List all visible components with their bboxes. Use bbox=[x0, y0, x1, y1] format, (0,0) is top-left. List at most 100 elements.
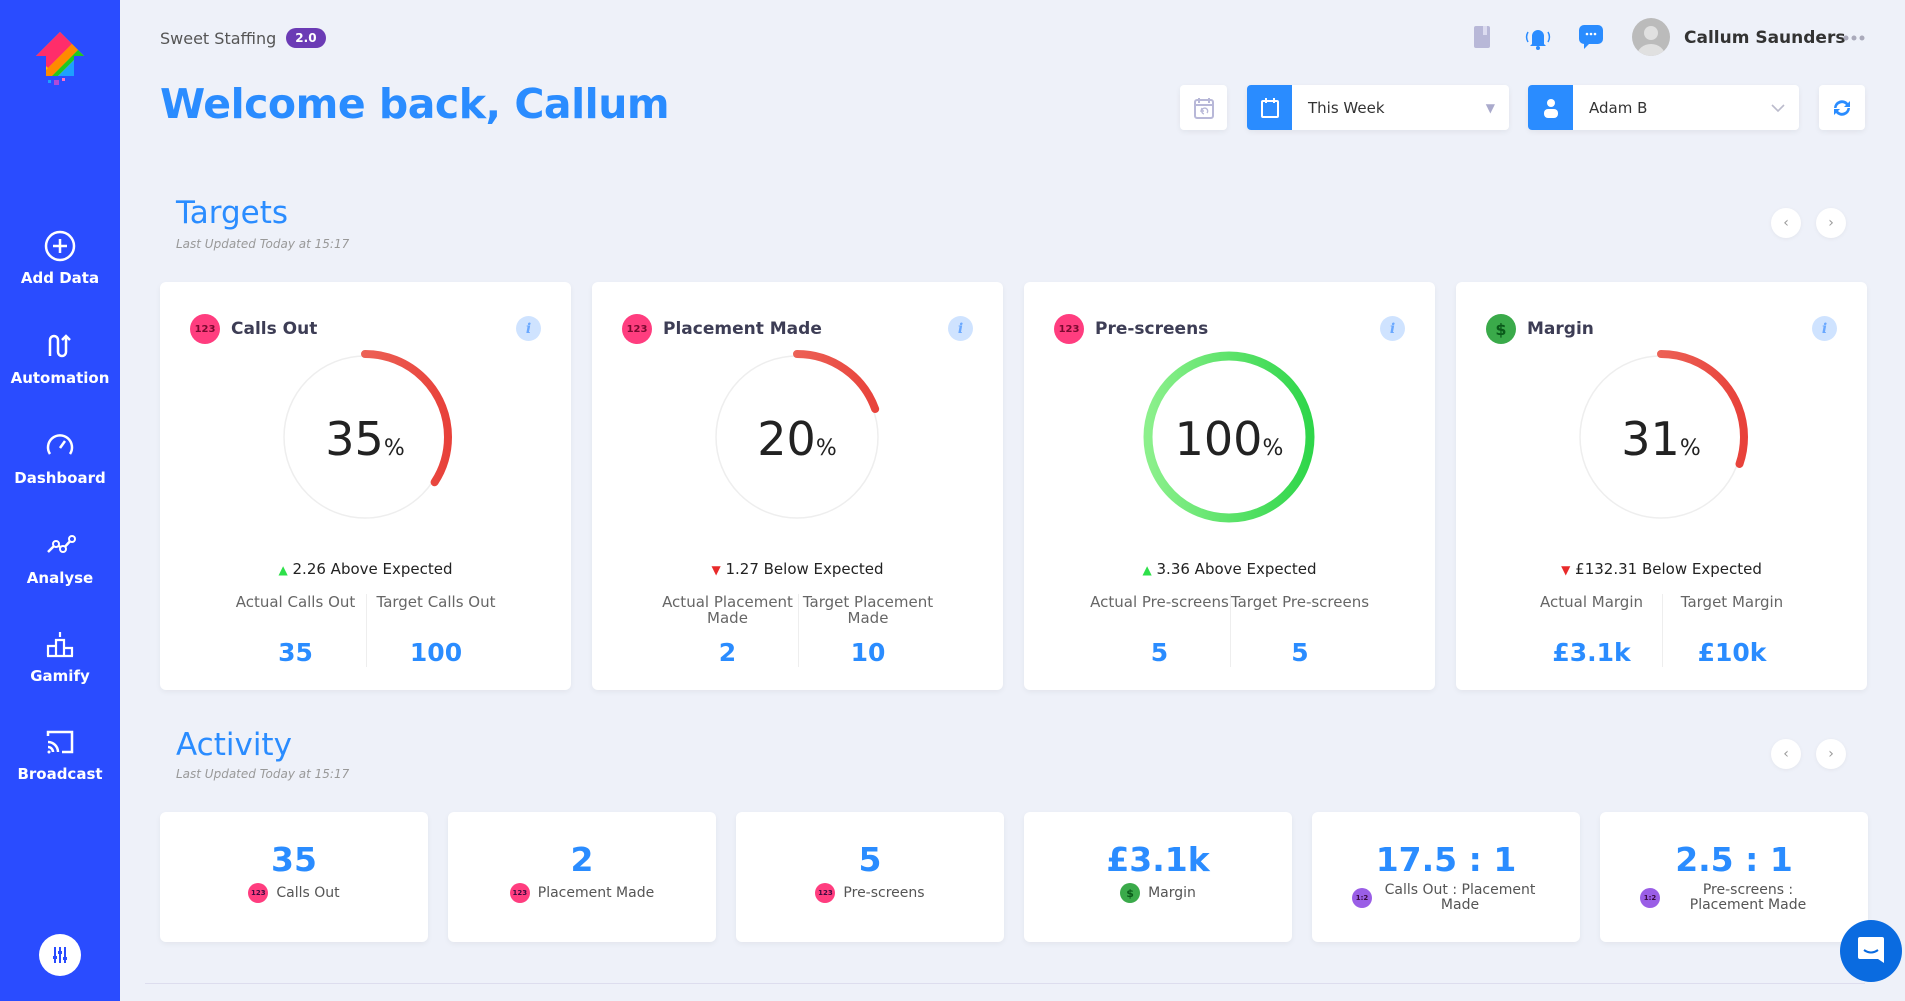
sidebar-label: Gamify bbox=[30, 667, 90, 685]
page-title: Welcome back, Callum bbox=[160, 80, 670, 128]
gauge-progress-arc bbox=[278, 350, 452, 524]
card-header: 123 Calls Out bbox=[190, 314, 317, 344]
more-options-icon[interactable] bbox=[1842, 20, 1866, 56]
activity-updated: Last Updated Today at 15:17 bbox=[176, 767, 350, 781]
gauge-percent: 31% bbox=[1621, 412, 1701, 466]
sidebar-item-analyse[interactable]: Analyse bbox=[0, 530, 120, 587]
target-column: Target Pre-screens 5 bbox=[1229, 593, 1370, 667]
date-reset-button[interactable] bbox=[1180, 85, 1227, 130]
activity-card[interactable]: 17.5 : 1 1:2 Calls Out : Placement Made bbox=[1312, 812, 1580, 942]
activity-label: Calls Out bbox=[276, 884, 340, 901]
targets-next-button[interactable]: › bbox=[1816, 208, 1846, 238]
card-title: Calls Out bbox=[231, 319, 318, 339]
number-icon: 123 bbox=[248, 883, 269, 903]
gauge-progress-arc bbox=[710, 350, 884, 524]
card-title: Placement Made bbox=[663, 319, 822, 339]
activity-label: Margin bbox=[1148, 884, 1196, 901]
sidebar-item-add-data[interactable]: Add Data bbox=[0, 230, 120, 287]
user-name[interactable]: Callum Saunders bbox=[1684, 28, 1846, 48]
number-icon: 123 bbox=[622, 314, 652, 344]
target-value: 10 bbox=[850, 638, 886, 667]
person-icon bbox=[1528, 85, 1573, 130]
person-select[interactable]: Adam B bbox=[1528, 85, 1799, 130]
card-header: 123 Placement Made bbox=[622, 314, 822, 344]
activity-value: 2 bbox=[570, 840, 594, 879]
analyse-icon bbox=[47, 535, 76, 553]
chat-icon[interactable] bbox=[1578, 20, 1604, 56]
actual-value: 35 bbox=[278, 638, 313, 667]
target-column: Target Margin £10k bbox=[1661, 594, 1802, 667]
app-logo[interactable] bbox=[34, 30, 86, 90]
sidebar-item-broadcast[interactable]: Broadcast bbox=[0, 726, 120, 783]
settings-button[interactable] bbox=[39, 934, 81, 976]
card-header: 123 Pre-screens bbox=[1054, 314, 1208, 344]
activity-value: 5 bbox=[858, 840, 882, 879]
number-icon: 123 bbox=[815, 883, 836, 903]
card-title: Margin bbox=[1527, 319, 1594, 339]
version-badge: 2.0 bbox=[286, 28, 326, 48]
sidebar-item-dashboard[interactable]: Dashboard bbox=[0, 430, 120, 487]
podium-icon bbox=[46, 632, 74, 658]
book-icon[interactable] bbox=[1472, 20, 1492, 56]
sliders-icon bbox=[53, 947, 67, 963]
arrow-down-icon: ▼ bbox=[711, 563, 721, 577]
activity-card[interactable]: 5 123 Pre-screens bbox=[736, 812, 1004, 942]
activity-prev-button[interactable]: ‹ bbox=[1771, 739, 1801, 769]
target-card: 123 Pre-screens i 100% ▲ 3.36 Above Expec… bbox=[1024, 282, 1435, 690]
info-icon[interactable]: i bbox=[1380, 316, 1405, 341]
activity-next-button[interactable]: › bbox=[1816, 739, 1846, 769]
target-card: $ Margin i 31% ▼ £132.31 Below Expected A… bbox=[1456, 282, 1867, 690]
sidebar-label: Automation bbox=[10, 369, 110, 387]
refresh-icon bbox=[1834, 99, 1850, 116]
info-icon[interactable]: i bbox=[1812, 316, 1837, 341]
activity-card[interactable]: 2.5 : 1 1:2 Pre-screens : Placement Made bbox=[1600, 812, 1868, 942]
sidebar-label: Analyse bbox=[26, 569, 94, 587]
number-icon: 123 bbox=[509, 883, 530, 903]
activity-value: 35 bbox=[271, 840, 317, 879]
target-value: £10k bbox=[1697, 638, 1767, 667]
actual-column: Actual Margin £3.1k bbox=[1522, 594, 1662, 667]
calendar-icon bbox=[1247, 85, 1292, 130]
progress-gauge: 35% bbox=[270, 342, 460, 532]
expected-delta: ▲ 2.26 Above Expected bbox=[278, 560, 453, 578]
gauge-progress-arc bbox=[1143, 351, 1315, 523]
period-value: This Week bbox=[1308, 98, 1385, 117]
bell-icon[interactable] bbox=[1524, 20, 1552, 56]
chevron-down-icon bbox=[1771, 103, 1785, 112]
period-select[interactable]: This Week ▼ bbox=[1247, 85, 1509, 130]
activity-value: 17.5 : 1 bbox=[1375, 840, 1517, 879]
activity-card[interactable]: £3.1k $ Margin bbox=[1024, 812, 1292, 942]
sidebar-item-gamify[interactable]: Gamify bbox=[0, 628, 120, 685]
cast-icon bbox=[46, 730, 74, 754]
actual-column: Actual Pre-screens 5 bbox=[1090, 593, 1229, 667]
activity-heading: Activity bbox=[176, 727, 292, 763]
expected-delta: ▲ 3.36 Above Expected bbox=[1142, 560, 1317, 578]
dollar-icon: $ bbox=[1120, 883, 1141, 903]
gauge-progress-arc bbox=[1574, 350, 1748, 524]
progress-gauge: 100% bbox=[1134, 342, 1324, 532]
avatar[interactable] bbox=[1632, 18, 1670, 56]
targets-updated: Last Updated Today at 15:17 bbox=[176, 237, 350, 251]
ratio-icon: 1:2 bbox=[1352, 888, 1372, 908]
caret-down-icon: ▼ bbox=[1485, 100, 1495, 115]
info-icon[interactable]: i bbox=[516, 316, 541, 341]
actual-value: 5 bbox=[1150, 638, 1169, 667]
activity-card[interactable]: 35 123 Calls Out bbox=[160, 812, 428, 942]
activity-label: Pre-screens bbox=[843, 884, 925, 901]
chat-bubble-icon bbox=[1858, 937, 1884, 963]
sidebar-item-automation[interactable]: Automation bbox=[0, 330, 120, 387]
number-icon: 123 bbox=[1054, 314, 1084, 344]
plus-circle-icon bbox=[44, 230, 76, 262]
number-icon: 123 bbox=[190, 314, 220, 344]
refresh-button[interactable] bbox=[1819, 85, 1865, 130]
arrow-down-icon: ▼ bbox=[1561, 563, 1571, 577]
targets-prev-button[interactable]: ‹ bbox=[1771, 208, 1801, 238]
info-icon[interactable]: i bbox=[948, 316, 973, 341]
activity-card[interactable]: 2 123 Placement Made bbox=[448, 812, 716, 942]
divider bbox=[145, 983, 1865, 984]
target-card: 123 Placement Made i 20% ▼ 1.27 Below Exp… bbox=[592, 282, 1003, 690]
arrow-up-icon: ▲ bbox=[1142, 563, 1152, 577]
support-chat-button[interactable] bbox=[1840, 920, 1902, 982]
card-title: Pre-screens bbox=[1095, 319, 1209, 339]
actual-value: 2 bbox=[718, 638, 737, 667]
